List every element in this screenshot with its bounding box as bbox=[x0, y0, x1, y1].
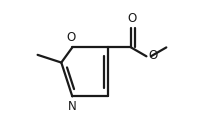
Text: N: N bbox=[68, 100, 77, 113]
Text: O: O bbox=[149, 50, 158, 62]
Text: O: O bbox=[127, 12, 137, 25]
Text: O: O bbox=[67, 30, 76, 43]
